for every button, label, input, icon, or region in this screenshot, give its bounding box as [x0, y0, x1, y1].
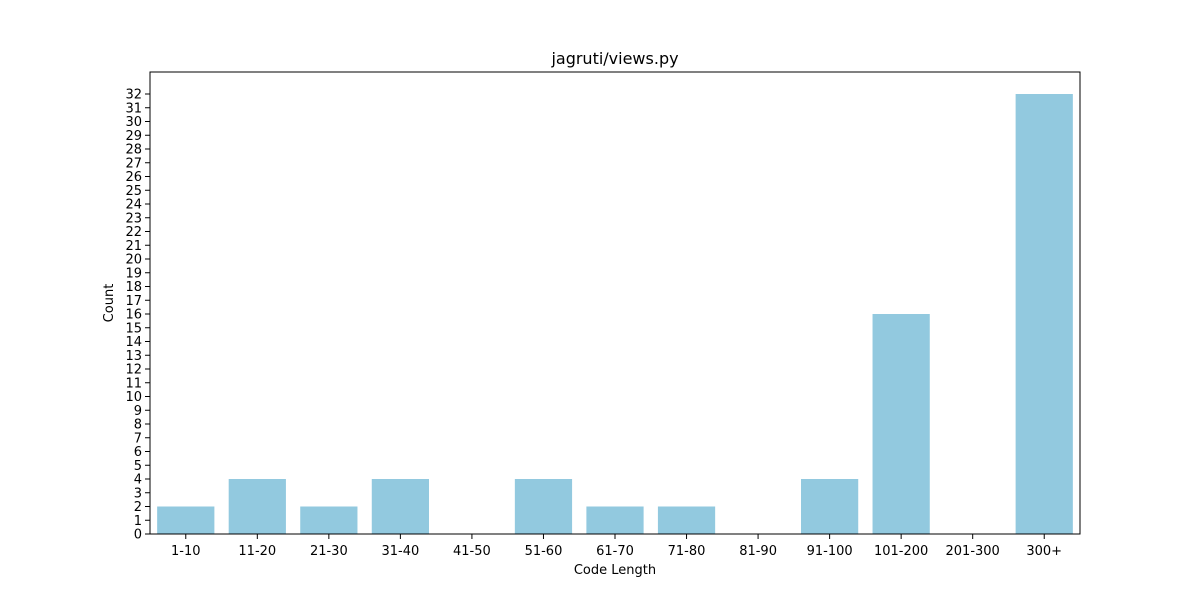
- bar-300+: [1015, 94, 1073, 534]
- y-tick-label: 15: [125, 321, 142, 336]
- y-tick-label: 11: [125, 376, 142, 391]
- y-tick-label: 21: [125, 239, 142, 254]
- y-axis-ticks: 0123456789101112131415161718192021222324…: [125, 88, 150, 543]
- bar-61-70: [586, 506, 644, 534]
- y-tick-label: 13: [125, 349, 142, 364]
- y-tick-label: 12: [125, 363, 142, 378]
- bar-101-200: [872, 314, 930, 534]
- x-tick-label: 11-20: [238, 544, 276, 559]
- x-axis-ticks: 1-10 11-20 21-30 31-40 41-50 51-60 61-70 71-80 8…: [171, 534, 1062, 559]
- y-tick-label: 6: [134, 445, 142, 460]
- bar-51-60: [514, 479, 573, 534]
- x-tick-label: 21-30: [310, 544, 348, 559]
- y-tick-label: 23: [125, 211, 142, 226]
- chart-title: jagruti/views.py: [550, 49, 678, 68]
- y-tick-label: 32: [125, 88, 142, 103]
- y-tick-label: 7: [134, 431, 142, 446]
- y-tick-label: 14: [125, 335, 142, 350]
- y-tick-label: 30: [125, 115, 142, 130]
- bar-11-20: [228, 479, 286, 534]
- x-tick-label: 300+: [1026, 544, 1062, 559]
- x-tick-label: 61-70: [596, 544, 634, 559]
- bar-31-40: [371, 479, 429, 534]
- bar-71-80: [657, 506, 716, 534]
- bars-group: [157, 94, 1073, 534]
- y-tick-label: 8: [134, 418, 142, 433]
- x-tick-label: 51-60: [525, 544, 563, 559]
- y-axis-label: Count: [102, 284, 117, 323]
- x-axis-label: Code Length: [574, 563, 656, 578]
- x-tick-label: 201-300: [946, 544, 1000, 559]
- y-tick-label: 10: [125, 390, 142, 405]
- y-tick-label: 16: [125, 308, 142, 323]
- bar-91-100: [801, 479, 859, 534]
- y-tick-label: 31: [125, 101, 142, 116]
- bar-21-30: [300, 506, 358, 534]
- x-tick-label: 41-50: [453, 544, 491, 559]
- x-tick-label: 81-90: [739, 544, 777, 559]
- y-tick-label: 22: [125, 225, 142, 240]
- y-tick-label: 5: [134, 459, 142, 474]
- x-tick-label: 91-100: [807, 544, 853, 559]
- y-tick-label: 18: [125, 280, 142, 295]
- plot-frame: [149, 71, 1081, 535]
- y-tick-label: 0: [134, 528, 142, 543]
- y-tick-label: 9: [134, 404, 142, 419]
- y-tick-label: 1: [134, 514, 142, 529]
- y-tick-label: 26: [125, 170, 142, 185]
- x-tick-label: 101-200: [874, 544, 928, 559]
- y-tick-label: 17: [125, 294, 142, 309]
- y-tick-label: 4: [134, 473, 142, 488]
- bar-1-10: [157, 506, 215, 534]
- y-tick-label: 24: [125, 198, 142, 213]
- y-tick-label: 25: [125, 184, 142, 199]
- y-tick-label: 19: [125, 266, 142, 281]
- x-tick-label: 1-10: [171, 544, 201, 559]
- y-tick-label: 20: [125, 253, 142, 268]
- y-tick-label: 3: [134, 486, 142, 501]
- x-tick-label: 31-40: [381, 544, 419, 559]
- y-tick-label: 29: [125, 129, 142, 144]
- x-tick-label: 71-80: [668, 544, 706, 559]
- y-tick-label: 2: [134, 500, 142, 515]
- y-tick-label: 27: [125, 156, 142, 171]
- y-tick-label: 28: [125, 143, 142, 158]
